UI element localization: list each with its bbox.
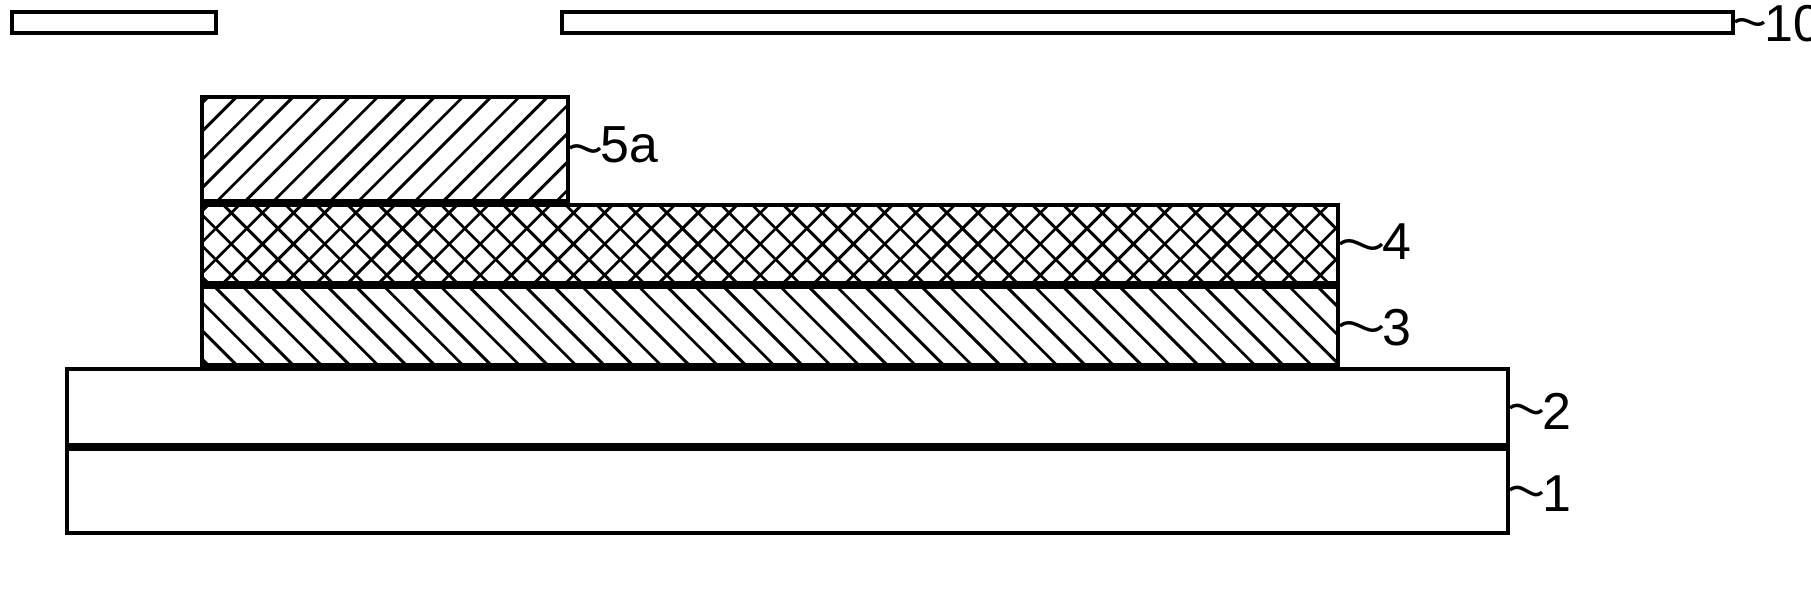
label-1: 1 [1542, 464, 1571, 524]
label-2: 2 [1542, 382, 1571, 442]
layer-5a [200, 95, 570, 203]
leader-10 [1735, 20, 1764, 25]
layer-4 [200, 203, 1340, 285]
leader-5a [570, 146, 600, 151]
leader-3 [1340, 323, 1382, 331]
label-10: 10 [1764, 0, 1811, 54]
leader-4 [1340, 241, 1382, 249]
leader-2 [1510, 405, 1542, 412]
diagram-canvas: 10 5a 4 3 2 1 [0, 0, 1811, 590]
label-5a: 5a [600, 115, 658, 175]
layer-1 [65, 447, 1510, 535]
layer-2 [65, 367, 1510, 447]
mask-right [560, 10, 1735, 35]
label-4: 4 [1382, 212, 1411, 272]
leader-1 [1510, 487, 1542, 494]
layer-3 [200, 285, 1340, 367]
mask-left [10, 10, 218, 35]
label-3: 3 [1382, 298, 1411, 358]
